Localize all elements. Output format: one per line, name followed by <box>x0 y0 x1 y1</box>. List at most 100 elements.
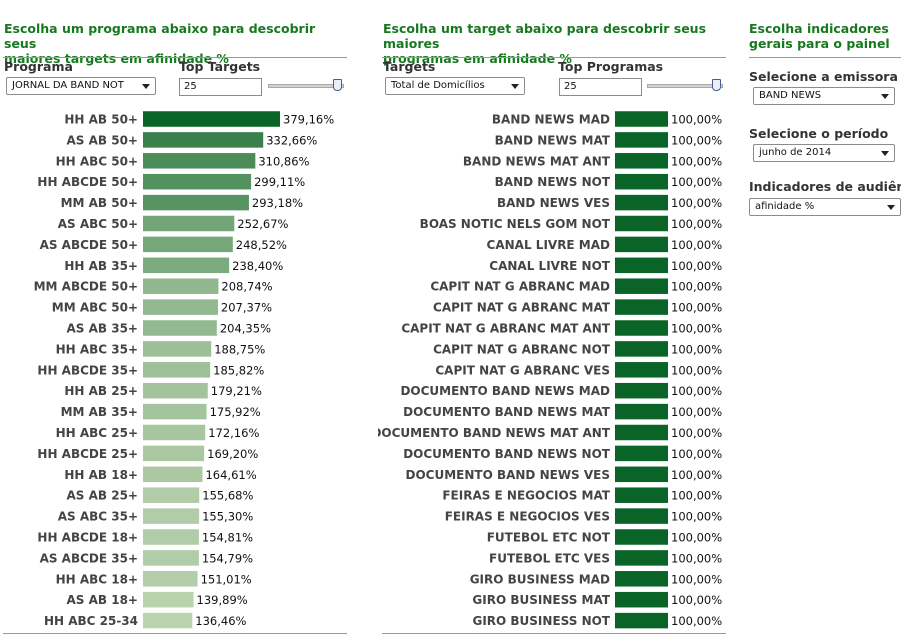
bar[interactable] <box>143 487 200 503</box>
emissora-select[interactable]: BAND NEWS <box>753 87 895 105</box>
category-label: AS AB 25+ <box>67 489 138 503</box>
category-label: BOAS NOTIC NELS GOM NOT <box>420 217 611 231</box>
value-label: 100,00% <box>671 510 722 524</box>
bar[interactable] <box>143 571 198 587</box>
bar[interactable] <box>143 508 200 524</box>
bar[interactable] <box>615 257 668 274</box>
bar[interactable] <box>143 341 212 357</box>
category-label: CAPIT NAT G ABRANC VES <box>435 363 610 377</box>
category-label: HH ABC 18+ <box>56 572 138 586</box>
bar[interactable] <box>143 153 256 169</box>
bar[interactable] <box>615 571 668 587</box>
value-label: 172,16% <box>208 426 259 440</box>
bar[interactable] <box>143 132 264 148</box>
bar[interactable] <box>615 424 668 441</box>
bar[interactable] <box>143 215 235 232</box>
bar[interactable] <box>615 236 668 253</box>
bar[interactable] <box>143 194 249 211</box>
bar[interactable] <box>615 215 668 232</box>
bar[interactable] <box>143 550 199 566</box>
bar[interactable] <box>143 424 206 441</box>
periodo-label: Selecione o período <box>749 126 889 141</box>
bar[interactable] <box>143 257 230 274</box>
bar[interactable] <box>615 278 668 294</box>
value-label: 151,01% <box>201 572 252 586</box>
panel2-title-divider <box>382 57 726 58</box>
category-label: DOCUMENTO BAND NEWS MAT <box>403 405 611 419</box>
bar[interactable] <box>143 445 205 462</box>
value-label: 310,86% <box>258 154 309 168</box>
value-label: 188,75% <box>214 342 265 356</box>
category-label: AS ABC 50+ <box>58 217 138 231</box>
top-programs-slider-handle[interactable] <box>712 79 721 91</box>
category-label: AS ABCDE 50+ <box>40 238 138 252</box>
bar[interactable] <box>615 173 668 190</box>
bar[interactable] <box>143 403 207 420</box>
bar[interactable] <box>615 341 668 357</box>
category-label: MM ABCDE 50+ <box>34 280 138 294</box>
indicadores-select[interactable]: afinidade % <box>749 198 901 216</box>
bar[interactable] <box>615 591 668 608</box>
bar[interactable] <box>615 111 668 127</box>
category-label: HH ABC 25-34 <box>44 614 138 628</box>
category-label: CAPIT NAT G ABRANC NOT <box>433 342 611 356</box>
bar[interactable] <box>615 508 668 524</box>
category-label: GIRO BUSINESS NOT <box>472 614 610 628</box>
top-targets-input[interactable]: 25 <box>179 78 262 96</box>
category-label: CAPIT NAT G ABRANC MAD <box>430 280 610 294</box>
category-label: DOCUMENTO BAND NEWS MAT ANT <box>378 426 611 440</box>
value-label: 164,61% <box>205 468 256 482</box>
bar[interactable] <box>615 529 668 545</box>
periodo-select-value: junho de 2014 <box>759 147 832 158</box>
value-label: 100,00% <box>671 614 722 628</box>
program-select[interactable]: JORNAL DA BAND NOT <box>6 77 156 95</box>
bar[interactable] <box>143 173 252 190</box>
bar[interactable] <box>615 320 668 336</box>
bar[interactable] <box>143 320 217 336</box>
value-label: 100,00% <box>671 489 722 503</box>
category-label: BAND NEWS MAD <box>492 113 610 127</box>
top-targets-slider-handle[interactable] <box>333 79 342 91</box>
bar[interactable] <box>615 612 668 629</box>
bar[interactable] <box>615 466 668 483</box>
bar[interactable] <box>615 299 668 315</box>
bar[interactable] <box>143 236 233 253</box>
programs-bar-chart: BAND NEWS MAD 100,00% BAND NEWS MAT 100,00%… <box>378 111 722 629</box>
bar[interactable] <box>143 278 219 294</box>
bar[interactable] <box>143 591 194 608</box>
bar[interactable] <box>615 132 668 148</box>
top-programs-slider-track[interactable] <box>647 84 723 88</box>
target-select-value: Total de Domicílios <box>391 80 485 91</box>
targets-bar-chart: HH AB 50+ 379,16% AS AB 50+ 332,66% HH ABC 5… <box>34 111 334 629</box>
chevron-down-icon <box>511 84 519 89</box>
bar[interactable] <box>143 529 199 545</box>
bar[interactable] <box>143 382 208 399</box>
bar[interactable] <box>143 111 280 127</box>
bar[interactable] <box>143 362 211 378</box>
bar[interactable] <box>143 299 218 315</box>
bar[interactable] <box>615 445 668 462</box>
chevron-down-icon <box>881 151 889 156</box>
value-label: 154,81% <box>202 531 253 545</box>
bar[interactable] <box>615 487 668 503</box>
bar[interactable] <box>143 612 193 629</box>
bar[interactable] <box>615 550 668 566</box>
bar[interactable] <box>615 382 668 399</box>
target-select[interactable]: Total de Domicílios <box>385 77 525 95</box>
bar[interactable] <box>615 403 668 420</box>
category-label: BAND NEWS MAT <box>495 133 611 147</box>
bar[interactable] <box>615 362 668 378</box>
value-label: 100,00% <box>671 468 722 482</box>
periodo-select[interactable]: junho de 2014 <box>753 144 895 162</box>
top-targets-slider-track[interactable] <box>268 84 344 88</box>
category-label: HH ABCDE 50+ <box>37 175 138 189</box>
bar[interactable] <box>615 153 668 169</box>
bar[interactable] <box>143 466 203 483</box>
category-label: HH AB 25+ <box>64 384 138 398</box>
value-label: 238,40% <box>232 259 283 273</box>
top-programs-input[interactable]: 25 <box>559 78 642 96</box>
category-label: CANAL LIVRE NOT <box>489 259 611 273</box>
value-label: 175,92% <box>210 405 261 419</box>
category-label: FUTEBOL ETC NOT <box>487 531 611 545</box>
bar[interactable] <box>615 194 668 211</box>
